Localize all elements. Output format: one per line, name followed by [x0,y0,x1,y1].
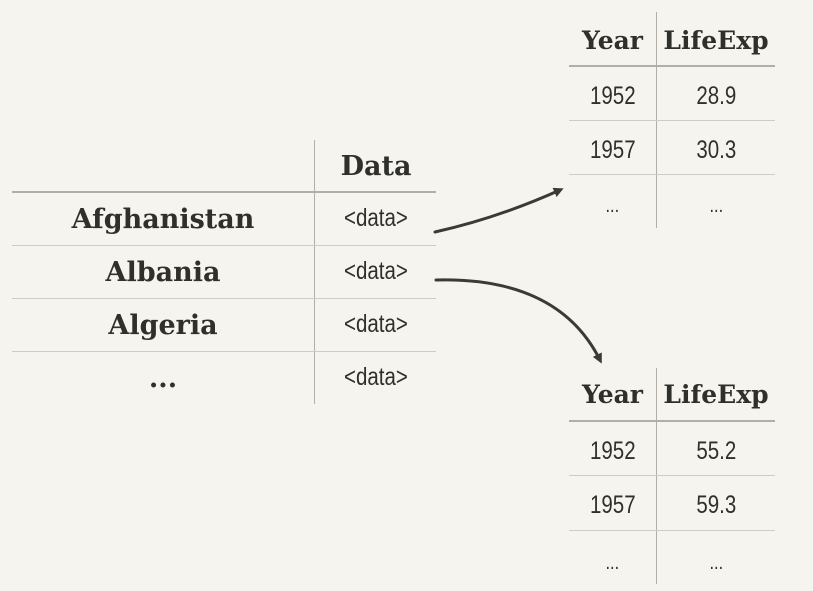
year-cell: 1952 [589,82,636,110]
nested-table-header-lifeexp: LifeExp [663,26,769,55]
data-placeholder-cell: <data> [344,363,408,391]
lifeexp-cell: 55.2 [696,437,736,465]
data-placeholder-cell: <data> [344,257,408,285]
data-placeholder-cell: <data> [344,310,408,338]
country-cell: ... [148,363,178,394]
lifeexp-cell: 30.3 [696,136,736,164]
country-cell: Algeria [108,310,218,341]
nested-table-row-rule [569,475,775,476]
year-cell: 1957 [589,491,636,519]
nested-table-divider [656,368,657,584]
country-cell: Albania [105,257,221,288]
year-cell: 1952 [589,437,636,465]
main-table-row-rule [12,245,436,246]
main-table-row-rule [12,351,436,352]
year-cell: ... [605,195,620,217]
nested-table-header-year: Year [582,380,643,409]
lifeexp-cell: 28.9 [696,82,736,110]
year-cell: 1957 [589,136,636,164]
nested-table-header-rule [569,65,775,67]
arrow-afghanistan-to-table [433,187,564,234]
nested-table-row-rule [569,174,775,175]
lifeexp-cell: 59.3 [696,491,736,519]
nested-table-header-lifeexp: LifeExp [663,380,769,409]
data-placeholder-cell: <data> [344,204,408,232]
main-table-row-rule [12,298,436,299]
arrow-albania-to-table [434,278,602,364]
year-cell: ... [605,552,620,574]
lifeexp-cell: ... [709,552,723,574]
lifeexp-cell: ... [709,195,723,217]
nested-table-row-rule [569,530,775,531]
main-table-header-rule [12,191,436,193]
main-table-divider [314,140,315,404]
nested-table-header-year: Year [582,26,643,55]
main-table-header-data: Data [340,151,412,182]
nested-table-row-rule [569,120,775,121]
country-cell: Afghanistan [71,204,255,235]
nested-table-header-rule [569,420,775,422]
